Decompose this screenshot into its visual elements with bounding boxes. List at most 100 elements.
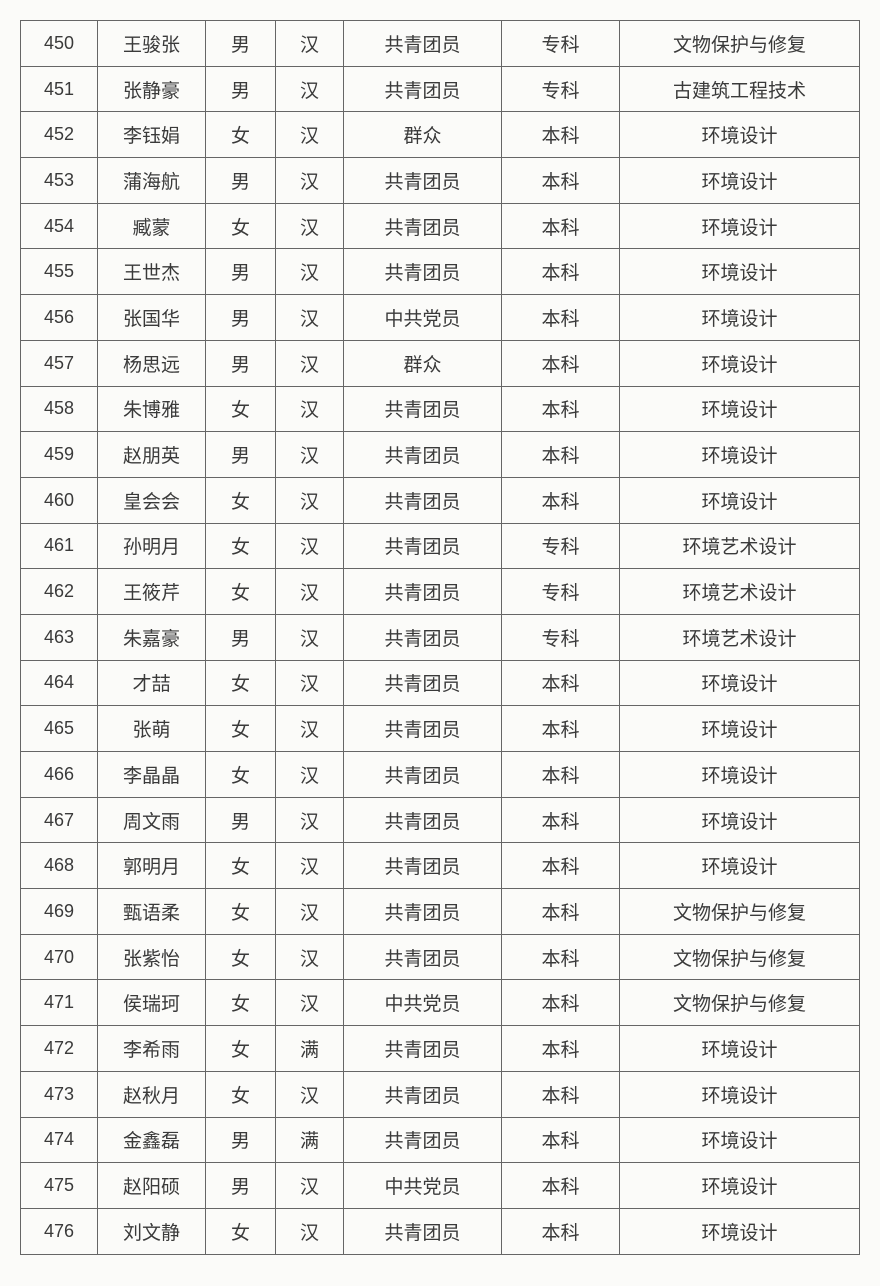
table-row: 475 赵阳硕男汉中共党员 本科 环境设计 [20,1162,860,1209]
row-number-cell: 455 [20,248,98,296]
ethnicity-cell: 汉 [275,476,344,524]
major-cell: 环境设计 [619,202,860,250]
ethnicity-cell: 汉 [275,705,344,752]
row-number-cell: 470 [20,933,98,981]
gender-cell: 男 [205,796,276,844]
education-level-cell: 本科 [501,157,620,204]
student-name-cell: 皇会会 [97,476,206,524]
row-number-cell: 471 [20,979,98,1027]
student-name-cell: 郭明月 [97,842,206,890]
education-level-cell: 专科 [501,613,620,661]
education-level-cell: 本科 [501,248,620,296]
ethnicity-cell: 汉 [275,385,344,433]
table-row: 460 皇会会女汉共青团员 本科 环境设计 [20,476,860,524]
education-level-cell: 本科 [501,476,620,524]
student-name-cell: 张紫怡 [97,933,206,981]
table-row: 469 甄语柔女汉共青团员 本科 文物保护与修复 [20,888,860,935]
ethnicity-cell: 汉 [275,431,344,478]
student-name-cell: 王骏张 [97,20,206,67]
table-row: 473 赵秋月女汉共青团员 本科 环境设计 [20,1070,860,1118]
ethnicity-cell: 汉 [275,1070,344,1118]
student-list-table: 450 王骏张男汉共青团员 专科 文物保护与修复 451 张静豪男汉共青团员 专科 古建筑工程… [20,20,860,1255]
ethnicity-cell: 汉 [275,796,344,844]
major-cell: 环境设计 [619,751,860,798]
education-level-cell: 本科 [501,933,620,981]
education-level-cell: 本科 [501,1025,620,1072]
major-cell: 环境艺术设计 [619,522,860,570]
gender-cell: 女 [205,202,276,250]
major-cell: 环境设计 [619,476,860,524]
row-number-cell: 463 [20,613,98,661]
education-level-cell: 本科 [501,1116,620,1164]
table-row: 456 张国华男汉中共党员 本科 环境设计 [20,294,860,341]
gender-cell: 女 [205,751,276,798]
education-level-cell: 本科 [501,979,620,1027]
student-name-cell: 李钰娟 [97,111,206,159]
row-number-cell: 472 [20,1025,98,1072]
row-number-cell: 476 [20,1207,98,1255]
row-number-cell: 450 [20,20,98,67]
ethnicity-cell: 汉 [275,568,344,615]
student-name-cell: 金鑫磊 [97,1116,206,1164]
major-cell: 文物保护与修复 [619,933,860,981]
student-name-cell: 才喆 [97,659,206,707]
major-cell: 环境艺术设计 [619,568,860,615]
table-row: 464 才喆女汉共青团员 本科 环境设计 [20,659,860,707]
major-cell: 环境设计 [619,1162,860,1209]
gender-cell: 男 [205,613,276,661]
student-name-cell: 王筱芹 [97,568,206,615]
student-name-cell: 朱嘉豪 [97,613,206,661]
row-number-cell: 458 [20,385,98,433]
gender-cell: 女 [205,111,276,159]
major-cell: 环境设计 [619,659,860,707]
ethnicity-cell: 满 [275,1025,344,1072]
ethnicity-cell: 满 [275,1116,344,1164]
gender-cell: 女 [205,659,276,707]
table-row: 450 王骏张男汉共青团员 专科 文物保护与修复 [20,20,860,67]
table-row: 470 张紫怡女汉共青团员 本科 文物保护与修复 [20,933,860,981]
major-cell: 环境设计 [619,842,860,890]
row-number-cell: 453 [20,157,98,204]
student-name-cell: 蒲海航 [97,157,206,204]
table-row: 474 金鑫磊男满共青团员 本科 环境设计 [20,1116,860,1164]
education-level-cell: 本科 [501,796,620,844]
student-name-cell: 甄语柔 [97,888,206,935]
table-row: 455 王世杰男汉共青团员 本科 环境设计 [20,248,860,296]
row-number-cell: 464 [20,659,98,707]
education-level-cell: 专科 [501,20,620,67]
student-name-cell: 孙明月 [97,522,206,570]
political-status-cell: 共青团员 [343,659,502,707]
major-cell: 环境设计 [619,1116,860,1164]
education-level-cell: 专科 [501,65,620,113]
ethnicity-cell: 汉 [275,751,344,798]
row-number-cell: 452 [20,111,98,159]
political-status-cell: 共青团员 [343,20,502,67]
education-level-cell: 本科 [501,202,620,250]
table-row: 454 臧蒙女汉共青团员 本科 环境设计 [20,202,860,250]
education-level-cell: 本科 [501,294,620,341]
ethnicity-cell: 汉 [275,339,344,387]
major-cell: 环境设计 [619,111,860,159]
political-status-cell: 共青团员 [343,248,502,296]
row-number-cell: 460 [20,476,98,524]
table-row: 462 王筱芹女汉共青团员 专科 环境艺术设计 [20,568,860,615]
row-number-cell: 454 [20,202,98,250]
row-number-cell: 475 [20,1162,98,1209]
ethnicity-cell: 汉 [275,1207,344,1255]
political-status-cell: 中共党员 [343,294,502,341]
table-row: 467 周文雨男汉共青团员 本科 环境设计 [20,796,860,844]
student-name-cell: 朱博雅 [97,385,206,433]
major-cell: 环境设计 [619,1025,860,1072]
major-cell: 环境设计 [619,385,860,433]
major-cell: 环境设计 [619,294,860,341]
ethnicity-cell: 汉 [275,659,344,707]
ethnicity-cell: 汉 [275,294,344,341]
education-level-cell: 本科 [501,659,620,707]
gender-cell: 女 [205,888,276,935]
ethnicity-cell: 汉 [275,979,344,1027]
political-status-cell: 群众 [343,111,502,159]
political-status-cell: 共青团员 [343,751,502,798]
row-number-cell: 456 [20,294,98,341]
political-status-cell: 共青团员 [343,431,502,478]
table-row: 451 张静豪男汉共青团员 专科 古建筑工程技术 [20,65,860,113]
